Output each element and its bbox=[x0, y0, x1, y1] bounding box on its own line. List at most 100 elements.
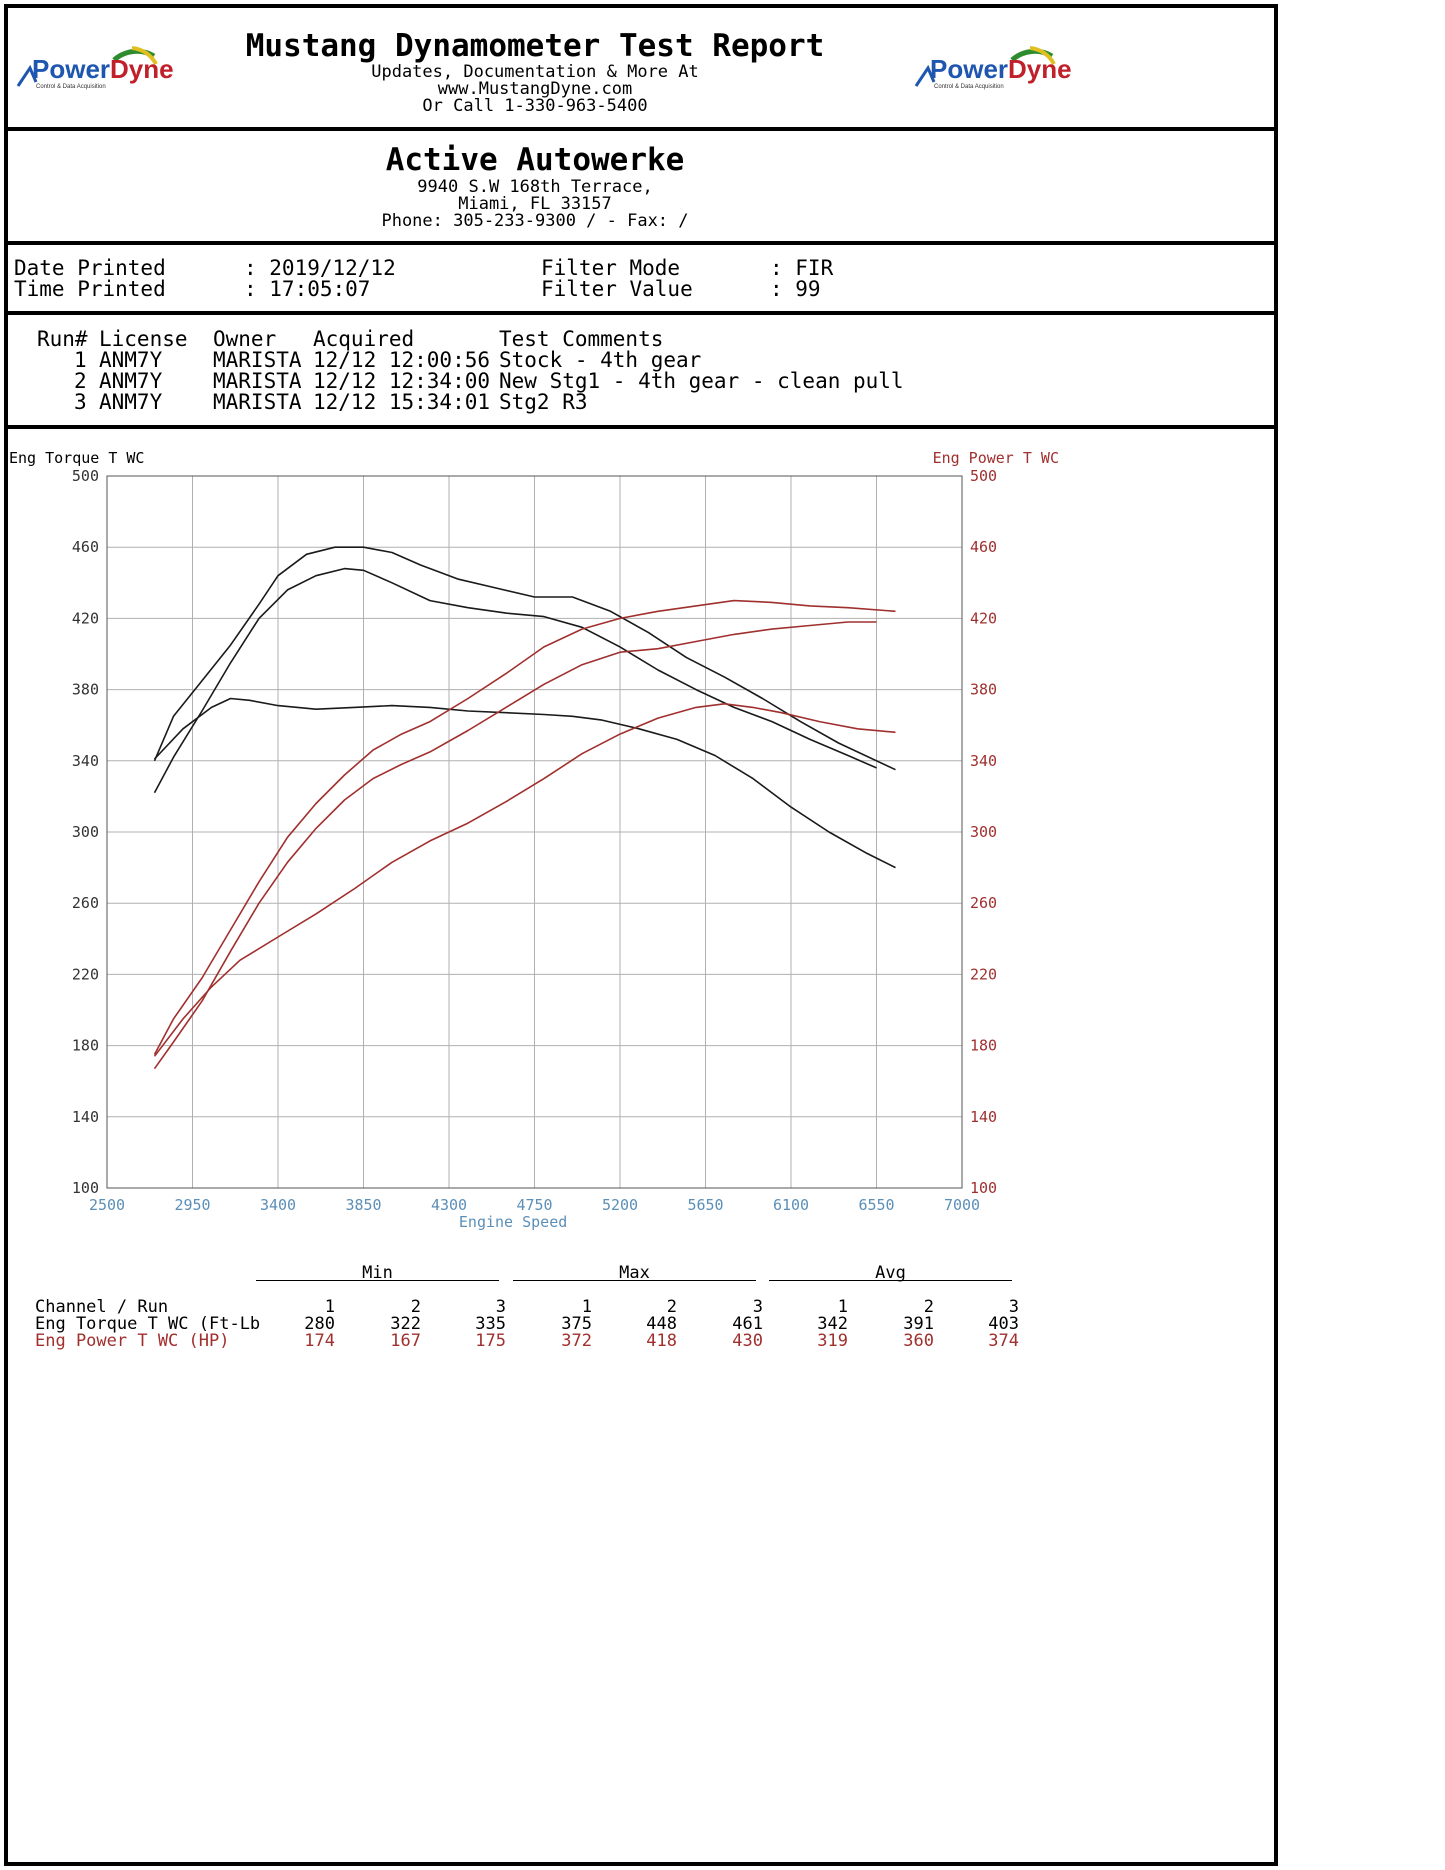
svg-text:Control & Data Acquisition: Control & Data Acquisition bbox=[36, 84, 106, 90]
filter-mode-label: Filter Mode bbox=[541, 256, 681, 280]
power-run-3-line bbox=[153, 599, 896, 1055]
x-tick-label: 6550 bbox=[858, 1196, 894, 1214]
y-tick-label-left: 220 bbox=[72, 965, 99, 983]
y-tick-label-left: 420 bbox=[72, 609, 99, 627]
run-owner: MARISTA bbox=[213, 348, 302, 372]
torque-run-2-line bbox=[153, 567, 877, 794]
y-tick-label-right: 340 bbox=[970, 752, 997, 770]
stats-torque-value: 375 bbox=[561, 1314, 592, 1334]
y-tick-label-left: 140 bbox=[72, 1108, 99, 1126]
run-number: 1 bbox=[74, 348, 87, 372]
x-tick-label: 5200 bbox=[602, 1196, 638, 1214]
stats-group-avg: Avg bbox=[875, 1263, 906, 1283]
stats-power-value: 430 bbox=[732, 1331, 763, 1351]
filter-value-value: : 99 bbox=[770, 277, 821, 301]
y-axis-label-left: Eng Torque T WC bbox=[9, 449, 144, 467]
powerdyne-logo-left: PowerDyne Control & Data Acquisition bbox=[14, 38, 179, 108]
stats-group-min: Min bbox=[362, 1263, 393, 1283]
powerdyne-logo-right: PowerDyne Control & Data Acquisition bbox=[912, 38, 1077, 108]
x-tick-label: 3400 bbox=[260, 1196, 296, 1214]
run-comment: Stg2 R3 bbox=[499, 390, 588, 414]
y-tick-label-right: 380 bbox=[970, 681, 997, 699]
stats-power-value: 360 bbox=[903, 1331, 934, 1351]
run-owner: MARISTA bbox=[213, 390, 302, 414]
stats-run-number: 1 bbox=[837, 1297, 848, 1317]
runs-header-comments: Test Comments bbox=[499, 327, 664, 351]
run-acquired: 12/12 12:34:00 bbox=[313, 369, 491, 393]
date-printed-value: : 2019/12/12 bbox=[244, 256, 396, 280]
stats-power-value: 174 bbox=[304, 1331, 335, 1351]
filter-value-label: Filter Value bbox=[541, 277, 693, 301]
stats-torque-value: 322 bbox=[390, 1314, 421, 1334]
stats-run-number: 3 bbox=[495, 1297, 506, 1317]
time-printed-value: : 17:05:07 bbox=[244, 277, 371, 301]
divider bbox=[4, 127, 1278, 131]
y-tick-label-left: 300 bbox=[72, 823, 99, 841]
run-comment: New Stg1 - 4th gear - clean pull bbox=[499, 369, 904, 393]
x-tick-label: 4750 bbox=[516, 1196, 552, 1214]
stats-run-number: 2 bbox=[666, 1297, 677, 1317]
run-acquired: 12/12 15:34:01 bbox=[313, 390, 491, 414]
x-tick-label: 5650 bbox=[687, 1196, 723, 1214]
stats-run-number: 1 bbox=[581, 1297, 592, 1317]
x-tick-label: 7000 bbox=[944, 1196, 980, 1214]
run-number: 2 bbox=[74, 369, 87, 393]
y-tick-label-right: 300 bbox=[970, 823, 997, 841]
y-tick-label-left: 180 bbox=[72, 1037, 99, 1055]
svg-text:PowerDyne: PowerDyne bbox=[32, 54, 174, 84]
x-tick-label: 2950 bbox=[174, 1196, 210, 1214]
runs-header-acquired: Acquired bbox=[313, 327, 415, 351]
stats-torque-value: 342 bbox=[817, 1314, 848, 1334]
stats-run-number: 1 bbox=[324, 1297, 335, 1317]
runs-header-license: License bbox=[99, 327, 188, 351]
report-title: Mustang Dynamometer Test Report bbox=[245, 28, 825, 64]
stats-group-max: Max bbox=[619, 1263, 650, 1283]
stats-rule bbox=[769, 1280, 1012, 1281]
y-tick-label-right: 500 bbox=[970, 467, 997, 485]
y-tick-label-left: 100 bbox=[72, 1179, 99, 1197]
runs-header-owner: Owner bbox=[213, 327, 277, 351]
divider bbox=[4, 241, 1278, 245]
x-tick-label: 6100 bbox=[773, 1196, 809, 1214]
y-tick-label-left: 260 bbox=[72, 894, 99, 912]
y-tick-label-right: 100 bbox=[970, 1179, 997, 1197]
run-license: ANM7Y bbox=[99, 390, 163, 414]
stats-torque-label: Eng Torque T WC (Ft-Lb bbox=[35, 1314, 261, 1334]
power-run-2-line bbox=[153, 621, 877, 1070]
y-tick-label-right: 460 bbox=[970, 538, 997, 556]
dyno-chart: 2500 2950 3400 3850 4300 4750 5200 5650 6100 6550… bbox=[9, 449, 1059, 1231]
torque-run-1-line bbox=[153, 697, 896, 869]
shop-name: Active Autowerke bbox=[385, 142, 685, 178]
stats-rule bbox=[256, 1280, 499, 1281]
shop-address: 9940 S.W 168th Terrace, bbox=[417, 177, 653, 197]
run-license: ANM7Y bbox=[99, 369, 163, 393]
shop-phone: Phone: 305-233-9300 / - Fax: / bbox=[381, 211, 689, 231]
filter-mode-value: : FIR bbox=[770, 256, 834, 280]
header-line: Or Call 1-330-963-5400 bbox=[422, 96, 648, 116]
y-tick-label-right: 180 bbox=[970, 1037, 997, 1055]
stats-power-value: 175 bbox=[475, 1331, 506, 1351]
y-tick-label-right: 140 bbox=[970, 1108, 997, 1126]
stats-run-number: 2 bbox=[923, 1297, 934, 1317]
y-tick-label-right: 420 bbox=[970, 609, 997, 627]
x-axis-label: Engine Speed bbox=[459, 1213, 567, 1231]
x-tick-label: 4300 bbox=[431, 1196, 467, 1214]
header-line: www.MustangDyne.com bbox=[437, 79, 633, 99]
torque-run-3-line bbox=[153, 546, 896, 771]
stats-torque-value: 335 bbox=[475, 1314, 506, 1334]
run-acquired: 12/12 12:00:56 bbox=[313, 348, 491, 372]
stats-torque-value: 391 bbox=[903, 1314, 934, 1334]
divider bbox=[4, 311, 1278, 315]
powerdyne-logo-icon: PowerDyne Control & Data Acquisition bbox=[914, 46, 1072, 90]
x-tick-label: 2500 bbox=[89, 1196, 125, 1214]
plot-area bbox=[106, 475, 963, 1189]
stats-run-number: 2 bbox=[410, 1297, 421, 1317]
x-tick-label: 3850 bbox=[345, 1196, 381, 1214]
stats-power-value: 319 bbox=[817, 1331, 848, 1351]
stats-torque-value: 403 bbox=[988, 1314, 1019, 1334]
stats-run-number: 3 bbox=[1008, 1297, 1019, 1317]
report-frame bbox=[4, 4, 1278, 1866]
run-license: ANM7Y bbox=[99, 348, 163, 372]
run-number: 3 bbox=[74, 390, 87, 414]
stats-run-number: 3 bbox=[752, 1297, 763, 1317]
